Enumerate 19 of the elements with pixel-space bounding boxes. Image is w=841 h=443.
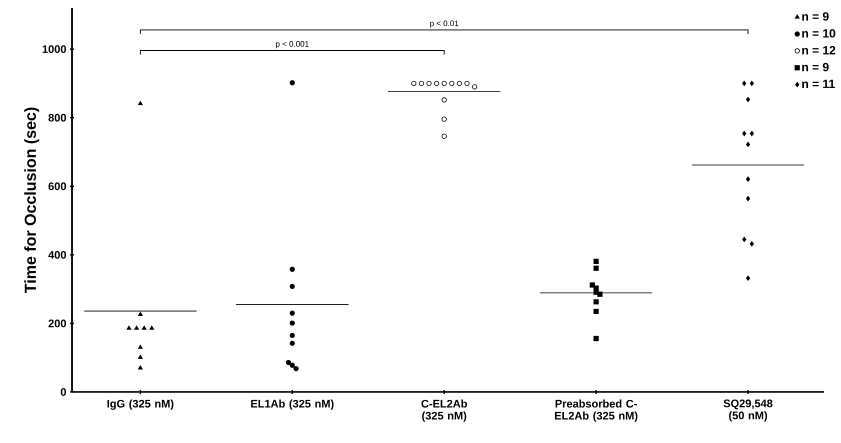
x-tick-label: SQ29,548 (50 nM) <box>724 400 772 422</box>
x-tick-label: Preabsorbed C-EL2Ab (325 nM) <box>554 400 638 422</box>
x-tick-label: IgG (325 nM) <box>107 400 174 410</box>
legend-label: n = 9 <box>802 62 829 72</box>
x-tick-label: C-EL2Ab (325 nM) <box>421 400 467 422</box>
y-tick-label: 600 <box>48 182 66 190</box>
legend-label: n = 10 <box>802 29 836 38</box>
y-tick-label: 400 <box>48 250 66 259</box>
annotation: p < 0.001 <box>276 41 309 48</box>
y-axis-title: Time for Occlusion (sec) <box>24 108 40 294</box>
y-tick-label: 200 <box>48 320 66 328</box>
legend-label: n = 12 <box>802 46 836 54</box>
legend-label: n = 9 <box>802 12 829 21</box>
x-tick-label: EL1Ab (325 nM) <box>251 400 334 410</box>
legend-label: n = 11 <box>802 80 835 88</box>
y-tick-label: 800 <box>48 114 66 122</box>
annotation: p < 0.01 <box>430 20 458 28</box>
y-tick-label: 1000 <box>42 45 66 54</box>
y-tick-label: 0 <box>60 388 66 396</box>
